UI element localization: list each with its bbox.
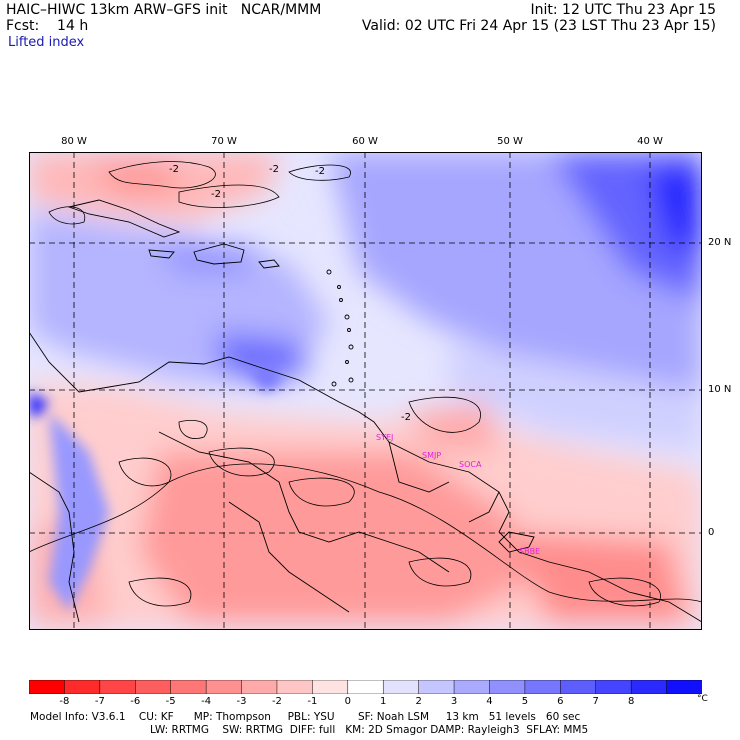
lon-label-40w: 40 W xyxy=(637,136,663,147)
colorbar xyxy=(29,680,702,694)
field-name: Lifted index xyxy=(8,35,85,50)
colorbar-tick-label: 1 xyxy=(380,696,387,707)
colorbar-tick-label: -6 xyxy=(130,696,141,707)
field-shading xyxy=(29,152,702,630)
lat-label-0: 0 xyxy=(708,527,715,538)
model-title: HAIC–HIWC 13km ARW–GFS init NCAR/MMM xyxy=(6,2,322,18)
colorbar-swatch xyxy=(241,680,278,694)
colorbar-tick-label: -4 xyxy=(201,696,212,707)
colorbar-swatch xyxy=(347,680,384,694)
colorbar-unit: °C xyxy=(697,694,708,704)
lifted-index-map: -2 -2 -2 -2 -2 SYEJ SMJP SOCA SBBE xyxy=(29,152,702,630)
colorbar-swatch xyxy=(135,680,172,694)
colorbar-tick-label: 6 xyxy=(557,696,564,707)
colorbar-tick-label: 4 xyxy=(486,696,493,707)
station-label: SMJP xyxy=(422,451,441,460)
station-label: SBBE xyxy=(519,547,540,556)
lon-label-60w: 60 W xyxy=(352,136,378,147)
colorbar-swatch xyxy=(276,680,314,694)
contours xyxy=(29,161,702,607)
contour-label: -2 xyxy=(169,164,179,175)
colorbar-swatch xyxy=(595,680,632,694)
map-frame xyxy=(29,152,702,630)
lat-label-10n: 10 N xyxy=(708,384,732,395)
colorbar-tick-label: -2 xyxy=(271,696,282,707)
colorbar-tick-label: -5 xyxy=(165,696,176,707)
lon-label-70w: 70 W xyxy=(211,136,237,147)
colorbar-swatch xyxy=(29,680,66,694)
colorbar-swatch xyxy=(630,680,668,694)
colorbar-tick-label: 2 xyxy=(415,696,422,707)
lesser-antilles xyxy=(326,269,354,387)
colorbar-tick-label: 7 xyxy=(592,696,599,707)
coastlines xyxy=(29,199,702,623)
colorbar-swatch xyxy=(64,680,101,694)
lon-label-80w: 80 W xyxy=(61,136,87,147)
contour-label: -2 xyxy=(315,166,325,177)
colorbar-swatch xyxy=(170,680,207,694)
lat-lon-grid xyxy=(29,152,702,630)
contour-label: -2 xyxy=(269,164,279,175)
init-time: Init: 12 UTC Thu 23 Apr 15 xyxy=(530,2,716,18)
colorbar-tick-label: -7 xyxy=(94,696,105,707)
colorbar-tick-label: 0 xyxy=(344,696,351,707)
model-info-line2: LW: RRTMG SW: RRTMG DIFF: full KM: 2D Sm… xyxy=(150,724,589,736)
colorbar-swatch xyxy=(489,680,526,694)
colorbar-tick-label: 3 xyxy=(450,696,458,707)
colorbar-tick-label: -8 xyxy=(59,696,70,707)
colorbar-swatch xyxy=(312,680,349,694)
colorbar-tick-label: -1 xyxy=(307,696,318,707)
contour-labels: -2 -2 -2 -2 -2 xyxy=(169,164,411,423)
lon-label-50w: 50 W xyxy=(497,136,523,147)
colorbar-tick-label: 8 xyxy=(627,696,635,707)
valid-time: Valid: 02 UTC Fri 24 Apr 15 (23 LST Thu … xyxy=(361,18,716,34)
forecast-hour: Fcst: 14 h xyxy=(6,18,89,34)
colorbar-swatch xyxy=(453,680,491,694)
contour-label: -2 xyxy=(211,189,221,200)
station-label: SOCA xyxy=(459,460,482,469)
model-info-line1: Model Info: V3.6.1 CU: KF MP: Thompson P… xyxy=(30,711,581,723)
colorbar-swatch xyxy=(666,680,702,694)
lat-label-20n: 20 N xyxy=(708,237,732,248)
colorbar-swatch xyxy=(524,680,562,694)
colorbar-tick-label: 5 xyxy=(521,696,529,707)
station-label: SYEJ xyxy=(376,433,393,442)
colorbar-tick-label: -3 xyxy=(236,696,247,707)
contour-label: -2 xyxy=(401,412,411,423)
colorbar-swatch xyxy=(560,680,597,694)
colorbar-swatch xyxy=(382,680,420,694)
colorbar-swatch xyxy=(418,680,455,694)
colorbar-swatch xyxy=(205,680,243,694)
colorbar-swatch xyxy=(99,680,137,694)
